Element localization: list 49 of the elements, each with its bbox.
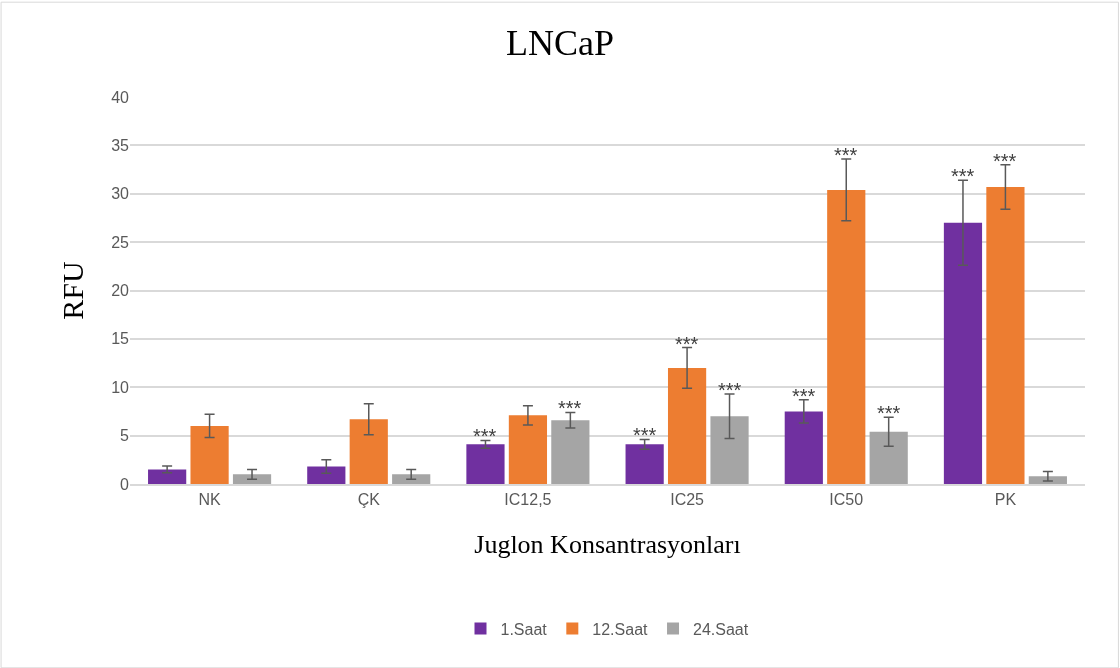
bar <box>232 474 272 484</box>
legend-label: 24.Saat <box>693 620 749 638</box>
x-tick-label: PK <box>994 490 1017 508</box>
bar <box>625 444 664 484</box>
bar <box>190 425 229 484</box>
data-label: *** <box>718 379 742 401</box>
y-tick-label: 40 <box>111 88 130 106</box>
x-tick-label: IC12,5 <box>504 490 552 508</box>
data-label: *** <box>473 425 497 447</box>
data-label: *** <box>951 165 975 187</box>
data-label: *** <box>675 333 699 355</box>
y-tick-label: 30 <box>111 185 130 203</box>
data-label: *** <box>558 397 582 419</box>
bar <box>784 411 823 484</box>
y-axis-title: RFU <box>56 260 90 320</box>
bar <box>466 444 505 484</box>
data-label: *** <box>877 402 901 424</box>
bar <box>869 431 908 484</box>
bar <box>986 186 1025 484</box>
y-tick-label: 5 <box>120 427 130 445</box>
x-tick-label: IC50 <box>829 490 864 508</box>
x-axis-title: Juglon Konsantrasyonları <box>474 530 741 560</box>
y-tick-label: 25 <box>111 233 130 251</box>
bar <box>667 367 707 484</box>
bar <box>148 469 187 484</box>
y-tick-label: 10 <box>111 378 130 396</box>
x-tick-label: IC25 <box>670 490 705 508</box>
x-tick-label: ÇK <box>357 490 381 508</box>
bar <box>349 419 388 484</box>
bar <box>943 222 983 484</box>
bar <box>508 415 548 484</box>
legend-label: 1.Saat <box>500 620 548 638</box>
chart-title: LNCaP <box>506 23 614 64</box>
y-tick-label: 0 <box>120 475 130 493</box>
x-tick-label: NK <box>198 490 222 508</box>
data-label: *** <box>792 385 816 407</box>
y-tick-label: 35 <box>111 136 130 154</box>
bar <box>551 420 590 484</box>
data-label: *** <box>834 144 858 166</box>
bar <box>827 189 866 484</box>
y-tick-label: 15 <box>111 330 130 348</box>
data-label: *** <box>993 150 1017 172</box>
bar <box>1028 476 1067 484</box>
data-label: *** <box>633 424 657 446</box>
bar <box>710 416 749 484</box>
bar <box>392 474 431 484</box>
legend-label: 12.Saat <box>592 620 649 638</box>
y-tick-label: 20 <box>111 282 130 300</box>
bar <box>307 466 346 484</box>
